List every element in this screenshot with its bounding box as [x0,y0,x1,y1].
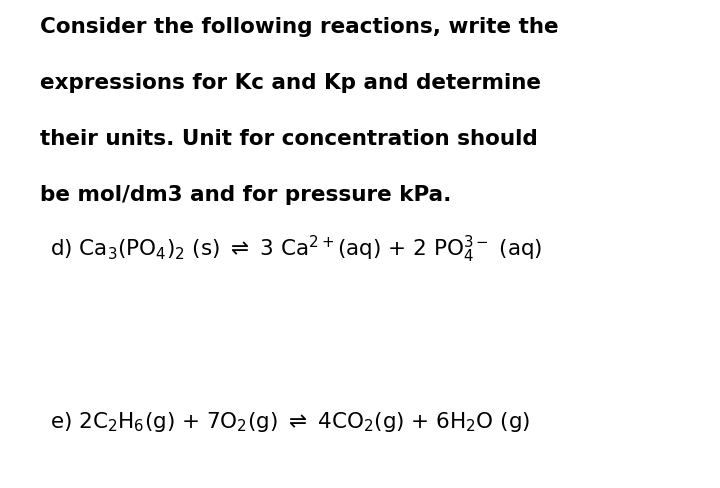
Text: be mol/dm3 and for pressure kPa.: be mol/dm3 and for pressure kPa. [40,185,451,205]
Text: d) Ca$_3$(PO$_4$)$_2$ (s) $\rightleftharpoons$ 3 Ca$^{2+}$(aq) + 2 PO$_4^{3-}$ (: d) Ca$_3$(PO$_4$)$_2$ (s) $\rightlefthar… [50,234,543,265]
Text: expressions for Kc and Kp and determine: expressions for Kc and Kp and determine [40,73,541,93]
Text: e) 2C$_2$H$_6$(g) + 7O$_2$(g) $\rightleftharpoons$ 4CO$_2$(g) + 6H$_2$O (g): e) 2C$_2$H$_6$(g) + 7O$_2$(g) $\rightlef… [50,410,531,434]
Text: Consider the following reactions, write the: Consider the following reactions, write … [40,17,558,37]
Text: their units. Unit for concentration should: their units. Unit for concentration shou… [40,129,537,149]
